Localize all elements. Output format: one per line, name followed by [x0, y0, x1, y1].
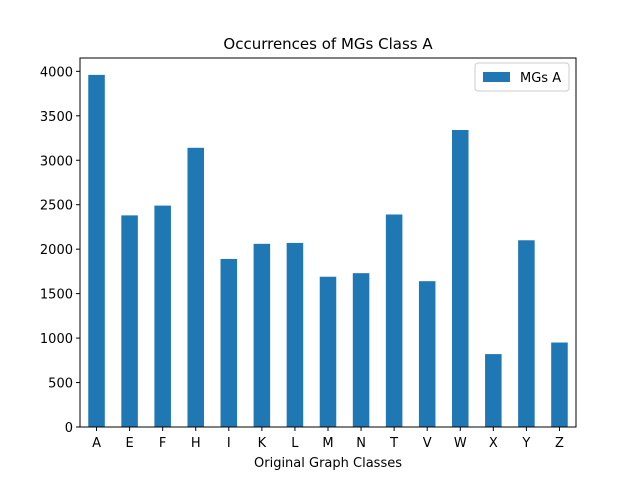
bar-F	[154, 205, 171, 427]
legend-box	[474, 62, 570, 92]
x-tick-label: L	[291, 436, 299, 451]
legend-swatch	[483, 72, 510, 82]
bar-A	[88, 74, 105, 427]
legend-label: MGs A	[520, 71, 561, 86]
bar-T	[385, 214, 403, 427]
y-tick-label: 3000	[40, 154, 73, 169]
x-tick-label: H	[191, 436, 201, 451]
plot-frame	[79, 57, 577, 428]
x-tick-label: K	[258, 436, 267, 451]
y-tick-label: 1000	[40, 332, 73, 347]
y-tick-label: 2000	[40, 243, 73, 258]
bar-Y	[518, 240, 535, 427]
bar-V	[418, 281, 436, 427]
y-tick-label: 1500	[40, 288, 73, 303]
bar-L	[286, 242, 304, 427]
x-tick-label: X	[489, 436, 498, 451]
x-tick-label: I	[227, 436, 231, 451]
x-tick-label: W	[454, 436, 467, 451]
chart-title: Occurrences of MGs Class A	[223, 35, 433, 53]
bars-layer	[88, 74, 568, 428]
x-tick-label: M	[322, 436, 333, 451]
y-tick-label: 3500	[40, 110, 73, 125]
x-tick-label: T	[389, 436, 398, 451]
bar-I	[220, 258, 238, 427]
ticks-layer: A E F H I K L M N T V W X Y Z 0 500 1000 1500 2000 2500 3000 3…	[40, 65, 564, 451]
x-tick-label: Y	[521, 436, 530, 451]
bar-W	[452, 130, 469, 427]
y-tick-label: 500	[48, 377, 73, 392]
legend: MGs A	[474, 62, 570, 92]
bar-H	[187, 147, 204, 428]
x-tick-label: F	[159, 436, 166, 451]
x-axis-title: Original Graph Classes	[254, 456, 402, 471]
y-tick-label: 4000	[40, 65, 73, 80]
x-tick-label: E	[125, 436, 133, 451]
bar-M	[319, 276, 337, 427]
bar-N	[352, 273, 370, 427]
y-tick-label: 2500	[40, 199, 73, 214]
x-tick-label: V	[423, 436, 432, 451]
bar-K	[253, 243, 271, 427]
y-tick-label: 0	[65, 421, 73, 436]
bar-X	[485, 354, 502, 427]
x-tick-label: N	[356, 436, 366, 451]
bar-Z	[551, 342, 568, 427]
x-tick-label: A	[92, 436, 101, 451]
x-tick-label: Z	[555, 436, 564, 451]
bar-E	[121, 215, 138, 427]
